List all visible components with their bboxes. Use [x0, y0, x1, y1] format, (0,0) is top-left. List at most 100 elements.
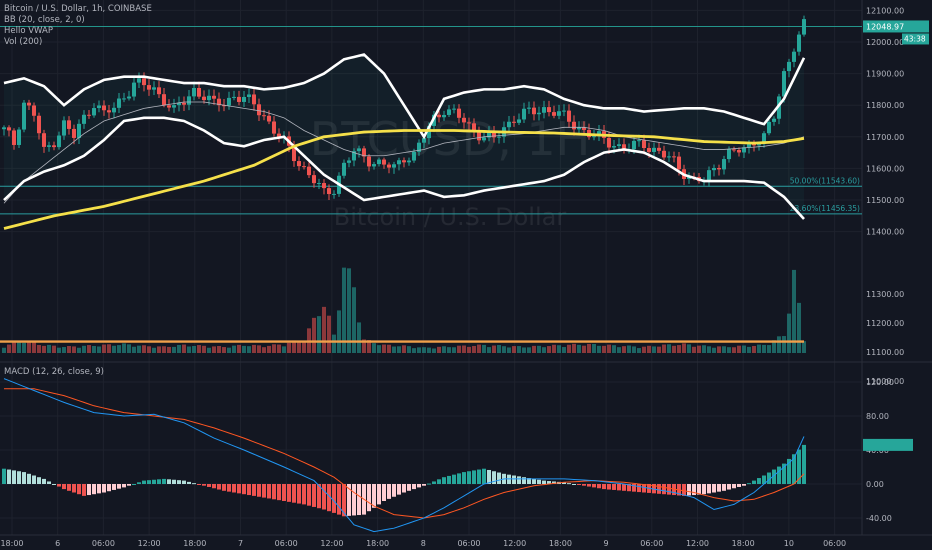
volume-bar [277, 344, 281, 353]
macd-hist-bar [347, 484, 351, 516]
volume-bar [12, 342, 16, 353]
macd-hist-bar [67, 484, 71, 491]
macd-hist-bar [587, 484, 591, 487]
candle-body [782, 71, 786, 97]
candle-body [367, 156, 371, 167]
bb-lower-line [3, 116, 805, 220]
macd-hist-bar [737, 484, 741, 487]
fib-label: 23.60%(11456.35) [790, 204, 860, 213]
vwap-legend[interactable]: Hello VWAP [4, 26, 53, 36]
candle-body [547, 107, 551, 113]
macd-hist-bar [87, 484, 91, 496]
volume-bar [712, 347, 716, 353]
candle-body [707, 170, 711, 182]
macd-hist-bar [732, 484, 736, 489]
volume-bar [587, 343, 591, 353]
candle-body [662, 150, 666, 158]
volume-bar [592, 343, 596, 353]
volume-bar [92, 346, 96, 353]
time-tick-label: 06:00 [275, 539, 298, 548]
candle-body [492, 131, 496, 138]
candle-body [712, 167, 716, 171]
macd-legend[interactable]: MACD (12, 26, close, 9) [4, 367, 104, 377]
volume-bar [232, 345, 236, 353]
volume-bar [662, 344, 666, 353]
time-tick-label: 10 [784, 539, 794, 548]
volume-bar [797, 302, 801, 353]
macd-hist-bar [537, 479, 541, 484]
volume-bar [242, 345, 246, 353]
candle-body [157, 87, 161, 95]
time-tick-label: 18:00 [0, 539, 23, 548]
volume-bar [302, 341, 306, 353]
volume-bar [427, 347, 431, 353]
bb-legend[interactable]: BB (20, close, 2, 0) [4, 15, 85, 25]
candle-body [27, 102, 31, 106]
candle-body [102, 105, 106, 111]
volume-bar [422, 347, 426, 353]
candle-body [672, 156, 676, 158]
candle-body [302, 166, 306, 168]
volume-bar [362, 339, 366, 353]
candle-body [142, 78, 146, 86]
volume-bar [87, 345, 91, 353]
candle-body [347, 160, 351, 163]
volume-bar [392, 346, 396, 353]
candle-body [677, 156, 681, 170]
candle-body [417, 142, 421, 152]
vol-legend[interactable]: Vol (200) [4, 37, 43, 47]
volume-bar [52, 345, 56, 353]
candle-body [47, 145, 51, 147]
candle-body [617, 144, 621, 147]
macd-hist-bar [722, 484, 726, 491]
candle-body [747, 142, 751, 148]
macd-hist-bar [72, 484, 76, 493]
candle-body [22, 102, 26, 130]
candle-body [652, 147, 656, 152]
volume-bar [737, 345, 741, 353]
volume-bar [187, 346, 191, 353]
candles [2, 15, 806, 200]
volume-bar [292, 340, 296, 353]
candle-body [262, 115, 266, 117]
candle-body [517, 119, 521, 123]
volume-tick-label: 11100.00 [866, 348, 904, 357]
volume-bar [612, 345, 616, 353]
volume-bar [172, 346, 176, 353]
time-tick-label: 18:00 [549, 539, 572, 548]
volume-bar [282, 346, 286, 353]
vwap-line [3, 129, 805, 230]
macd-hist-bar [317, 484, 321, 509]
macd-hist-bar [107, 484, 111, 492]
countdown-badge [902, 33, 929, 45]
macd-hist-bar [142, 480, 146, 484]
volume-bar [447, 347, 451, 353]
candle-body [722, 159, 726, 170]
candle-body [197, 87, 201, 97]
macd-hist-bar [337, 484, 341, 515]
candle-body [742, 147, 746, 153]
candle-body [792, 51, 796, 62]
macd-hist-bar [637, 484, 641, 493]
volume-bar [537, 345, 541, 353]
macd-hist-bar [197, 484, 201, 485]
macd-hist-bar [617, 484, 621, 491]
macd-hist-bar [542, 480, 546, 484]
volume-bar [127, 344, 131, 353]
volume-bar [802, 341, 806, 353]
volume-bar [462, 345, 466, 353]
volume-bar [442, 346, 446, 353]
volume-bar [657, 346, 661, 353]
symbol-legend[interactable]: Bitcoin / U.S. Dollar, 1h, COINBASE [4, 4, 152, 14]
candle-body [117, 98, 121, 108]
macd-hist-bar [577, 484, 581, 485]
macd-hist-bar [717, 484, 721, 492]
volume-bar [682, 343, 686, 353]
macd-hist-bar [302, 484, 306, 505]
volume-bar [527, 347, 531, 353]
macd-hist-bar [487, 469, 491, 484]
volume-bar [162, 346, 166, 353]
candle-body [222, 105, 226, 107]
volume-bar [57, 347, 61, 353]
